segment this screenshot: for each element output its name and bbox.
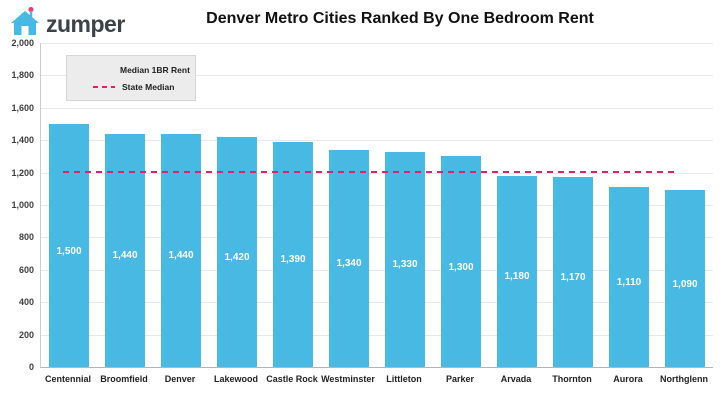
bar-value-label: 1,440 [112,250,138,262]
state-median-line [63,170,679,173]
gridline [41,107,713,109]
x-axis-category-label: Northglenn [660,374,708,384]
x-axis-category-label: Aurora [613,374,643,384]
y-axis-tick-label: 1,400 [11,135,34,146]
bar: 1,420 [217,136,257,367]
legend-line-label: State Median [122,81,175,92]
y-axis-tick-label: 1,000 [11,200,34,210]
bar: 1,440 [161,133,201,367]
bar: 1,170 [553,177,593,367]
gridline [41,43,713,44]
bar: 1,440 [105,133,145,367]
bar: 1,090 [665,190,705,367]
legend-row-bar: Median 1BR Rent [93,65,195,75]
y-axis-tick-label: 1,600 [11,102,34,113]
legend: Median 1BR Rent State Median [66,55,196,101]
bar-value-label: 1,090 [672,278,698,290]
bar: 1,500 [49,124,89,367]
chart-title: Denver Metro Cities Ranked By One Bedroo… [206,10,594,27]
y-axis-tick-label: 400 [18,297,34,308]
legend-bar-label: Median 1BR Rent [120,64,190,75]
y-axis-tick-label: 200 [18,329,34,340]
bar-value-label: 1,300 [448,261,474,273]
x-axis-labels: Centennial Broomfield Denver Lakewood Castle… [40,374,712,390]
bar: 1,340 [329,149,369,367]
bar-value-label: 1,500 [56,245,82,257]
gridline [41,140,713,142]
bar: 1,110 [609,187,649,367]
y-axis-labels: 0 200 400 600 800 1,000 1,200 1,400 1,600 1,800 2,… [0,38,36,372]
gridline [41,334,713,336]
y-axis-tick-label: 600 [18,264,34,275]
gridline [41,302,713,304]
bar-value-label: 1,390 [280,254,306,266]
x-axis-category-label: Littleton [386,374,422,384]
y-axis-tick-label: 0 [28,362,34,372]
bar: 1,330 [385,151,425,367]
bar-value-label: 1,330 [392,259,418,271]
legend-dashed-line-icon [93,85,115,88]
y-axis-tick-label: 1,200 [11,167,34,178]
zumper-logo-text: zumper [46,11,125,37]
bar-value-label: 1,420 [224,251,250,263]
x-axis-category-label: Thornton [552,374,592,384]
y-axis-tick-label: 2,000 [11,38,34,48]
x-axis-category-label: Lakewood [213,374,259,384]
x-axis-category-label: Castle Rock [266,374,318,384]
bar: 1,300 [441,156,481,367]
legend-bar-swatch-icon [93,66,113,73]
gridline [41,269,713,271]
y-axis-tick-label: 1,800 [11,70,34,81]
zumper-house-icon [10,6,40,43]
x-axis-category-label: Centennial [44,374,92,384]
zumper-logo: zumper [10,6,125,43]
bar-value-label: 1,340 [336,258,362,270]
x-axis-category-label: Westminster [321,374,375,384]
gridline [41,205,713,206]
x-axis-category-label: Arvada [500,374,532,384]
gridline [41,172,713,174]
bar-value-label: 1,180 [504,271,530,283]
gridline [41,237,713,239]
bar: 1,390 [273,141,313,367]
bar-value-label: 1,110 [616,277,642,289]
bar: 1,180 [497,175,537,367]
gridline [41,75,713,77]
x-axis-category-label: Parker [445,374,475,384]
y-axis-tick-label: 800 [18,232,34,243]
bar-value-label: 1,440 [168,250,194,262]
x-axis-category-label: Broomfield [100,374,148,384]
x-axis-category-label: Denver [164,374,196,384]
bar-value-label: 1,170 [560,272,586,284]
plot-area: 1,500 1,440 1,440 1,420 1,390 1,340 1,330 1,300… [40,43,713,368]
legend-row-line: State Median [93,82,195,92]
